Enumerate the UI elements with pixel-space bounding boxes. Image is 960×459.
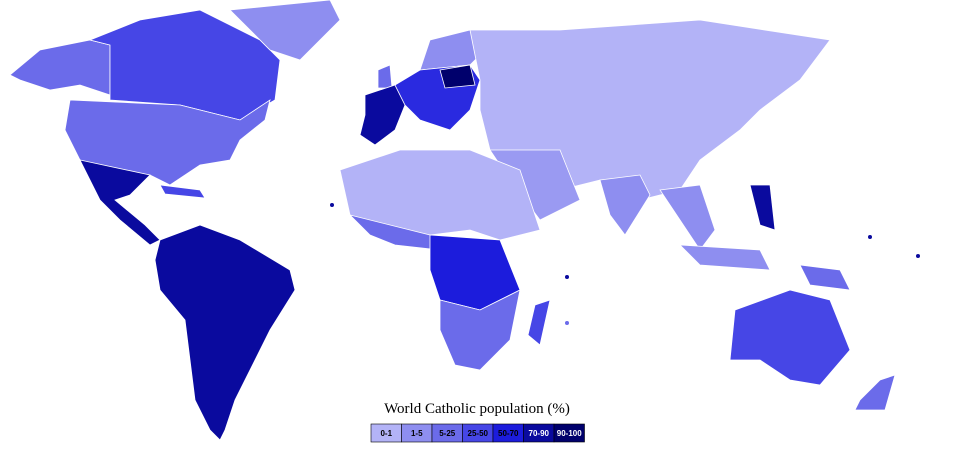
legend-swatch (553, 423, 585, 443)
southern-africa (439, 289, 521, 371)
australia (729, 289, 851, 386)
india (599, 174, 651, 236)
island (565, 321, 569, 325)
legend-label: 0-1 (380, 429, 392, 438)
island (868, 235, 872, 239)
indonesia (678, 244, 771, 271)
alaska (9, 39, 111, 96)
southeast-asia (659, 184, 716, 251)
island (330, 203, 334, 207)
legend-label: 25-50 (468, 429, 489, 438)
madagascar (527, 299, 551, 346)
caribbean (159, 184, 206, 199)
poland (439, 64, 476, 89)
legend-label: 90-100 (557, 429, 582, 438)
western-europe (359, 84, 406, 146)
greenland (229, 0, 341, 61)
legend-label: 70-90 (529, 429, 550, 438)
uk (377, 64, 393, 89)
mexico-central-america (79, 159, 161, 246)
countries (9, 0, 920, 441)
west-africa (348, 214, 441, 251)
island (565, 275, 569, 279)
philippines (749, 184, 776, 231)
legend: World Catholic population (%) 0-1 1-5 5-25… (370, 401, 585, 443)
legend-title: World Catholic population (%) (384, 401, 570, 417)
legend-label: 1-5 (411, 429, 423, 438)
new-zealand (854, 374, 896, 411)
south-america (154, 224, 296, 441)
legend-label: 5-25 (439, 429, 456, 438)
island (916, 254, 920, 258)
papua (799, 264, 851, 291)
legend-label: 50-70 (498, 429, 519, 438)
